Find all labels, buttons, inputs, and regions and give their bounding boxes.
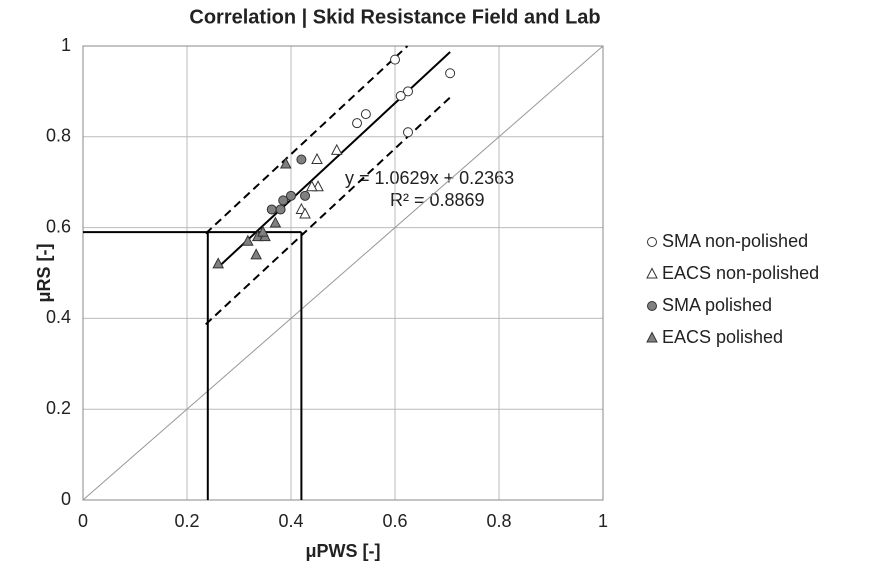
- point: [279, 157, 292, 169]
- point: [352, 118, 363, 129]
- x-tick-label: 0.6: [382, 511, 407, 531]
- point: [242, 234, 254, 246]
- point: [403, 86, 413, 97]
- x-tick-label: 0.2: [174, 511, 199, 531]
- y-tick-label: 0.4: [46, 307, 71, 327]
- point: [330, 143, 343, 155]
- point: [257, 225, 269, 237]
- line: [82, 45, 604, 501]
- point: [305, 180, 318, 192]
- point: [300, 190, 311, 201]
- point: [286, 190, 296, 201]
- x-tick-label: 0.8: [486, 511, 511, 531]
- point: [390, 54, 400, 65]
- point: [311, 152, 323, 164]
- chart-title: Correlation | Skid Resistance Field and …: [189, 6, 600, 28]
- point: [299, 207, 311, 219]
- y-axis-label: μRS [-]: [34, 243, 54, 302]
- x-axis-label: μPWS [-]: [306, 541, 381, 561]
- point: [212, 257, 225, 269]
- x-tick-label: 0: [78, 511, 88, 531]
- point: [269, 216, 282, 228]
- point: [360, 109, 371, 120]
- legend-label: SMA non-polished: [662, 231, 808, 251]
- point: [275, 204, 286, 215]
- legend-marker: [646, 267, 658, 279]
- equation: y = 1.0629x + 0.2363: [345, 168, 514, 188]
- point: [278, 195, 289, 206]
- point: [395, 90, 406, 101]
- legend-label: EACS polished: [662, 327, 783, 347]
- r-squared: R² = 0.8869: [390, 190, 485, 210]
- line: [205, 45, 409, 235]
- y-tick-label: 0.2: [46, 398, 71, 418]
- point: [266, 204, 277, 215]
- legend-marker: [647, 301, 657, 311]
- point: [445, 68, 456, 79]
- point: [296, 154, 307, 165]
- plot-border: [82, 45, 604, 501]
- y-tick-label: 1: [61, 35, 71, 55]
- x-tick-label: 1: [598, 511, 608, 531]
- legend-marker: [646, 331, 658, 343]
- legend-label: EACS non-polished: [662, 263, 819, 283]
- legend-label: SMA polished: [662, 295, 772, 315]
- legend-marker: [647, 237, 657, 247]
- point: [403, 127, 413, 138]
- y-tick-label: 0.6: [46, 216, 71, 236]
- y-tick-label: 0.8: [46, 126, 71, 146]
- line: [217, 51, 451, 268]
- x-tick-label: 0.4: [278, 511, 303, 531]
- point: [250, 248, 262, 260]
- y-tick-label: 0: [61, 489, 71, 509]
